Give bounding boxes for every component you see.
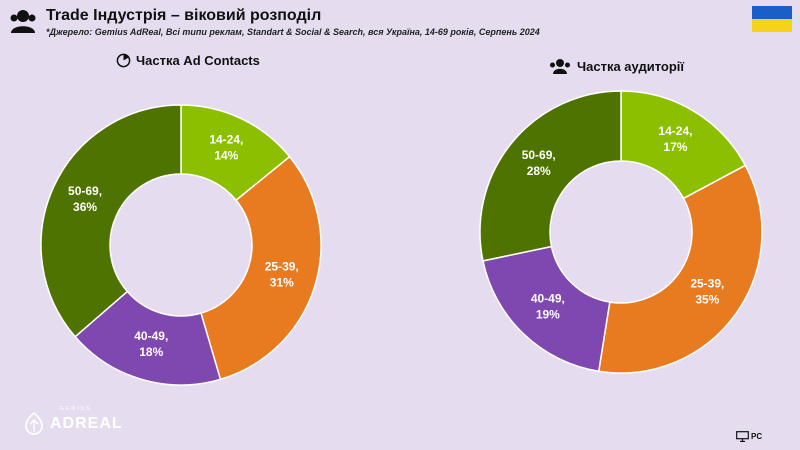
page-subtitle: *Джерело: Gemius AdReal, Всі типи реклам…: [46, 27, 540, 37]
ukraine-flag-icon: [752, 6, 792, 32]
chart-title-text: Частка Ad Contacts: [136, 53, 260, 68]
monitor-icon: [736, 431, 749, 442]
donut-0-slice-40-49: [74, 290, 222, 386]
chart-title-ad-contacts: Частка Ad Contacts: [116, 53, 260, 68]
page-title: Trade Індустрія – віковий розподіл: [46, 7, 322, 24]
users-icon: [10, 10, 36, 33]
chart-title-audience: Частка аудиторії: [548, 57, 684, 75]
donut-1-label-40-49: 40-49, 19%: [531, 292, 565, 322]
donut-1-slice-50-69: [479, 90, 622, 262]
donut-1-slice-14-24: [620, 90, 747, 200]
donut-0-slice-25-39: [200, 155, 322, 381]
device-label: PC: [751, 432, 763, 441]
donut-0-label-25-39: 25-39, 31%: [265, 259, 299, 289]
logo-text: ADREAL: [50, 415, 123, 432]
donut-0-slice-50-69: [40, 104, 182, 338]
donut-0-label-40-49: 40-49, 18%: [134, 329, 168, 359]
donut-1-label-25-39: 25-39, 35%: [690, 276, 724, 306]
logo-icon: [25, 412, 43, 435]
donut-0-label-50-69: 50-69, 36%: [68, 184, 102, 214]
donut-1-label-50-69: 50-69, 28%: [522, 148, 556, 178]
donut-0-label-14-24: 14-24, 14%: [209, 133, 243, 163]
logo-small-text: GEMIUS: [60, 406, 92, 412]
adreal-logo: ADREAL GEMIUS: [24, 406, 123, 436]
device-indicator: PC: [736, 431, 762, 442]
chart-title-text: Частка аудиторії: [577, 58, 685, 74]
donut-1-slice-40-49: [482, 245, 611, 373]
clock-icon: [116, 53, 131, 68]
donut-1-slice-25-39: [597, 164, 763, 374]
donut-1-label-14-24: 14-24, 17%: [658, 124, 692, 154]
people-icon: [550, 59, 570, 74]
